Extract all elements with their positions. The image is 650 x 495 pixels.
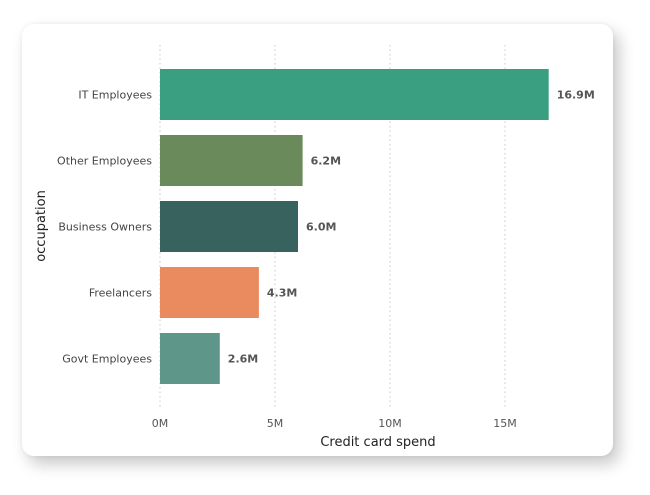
bar[interactable] — [160, 69, 549, 120]
x-tick-label: 10M — [378, 417, 402, 430]
y-axis-title: occupation — [34, 190, 49, 262]
category-label: Govt Employees — [62, 353, 152, 366]
x-tick-label: 0M — [152, 417, 169, 430]
x-tick-label: 15M — [493, 417, 517, 430]
bars — [160, 69, 549, 384]
data-label: 6.2M — [311, 155, 341, 168]
category-label: Business Owners — [58, 221, 152, 234]
category-label: IT Employees — [78, 89, 152, 102]
x-axis-title: Credit card spend — [320, 435, 435, 450]
category-label: Other Employees — [57, 155, 152, 168]
data-label: 6.0M — [306, 221, 336, 234]
data-label: 4.3M — [267, 287, 297, 300]
bar[interactable] — [160, 333, 220, 384]
data-label: 16.9M — [557, 89, 595, 102]
bar[interactable] — [160, 135, 303, 186]
category-labels: IT Employees Other Employees Business Owne… — [57, 89, 152, 366]
bar[interactable] — [160, 267, 259, 318]
data-labels: 16.9M 6.2M 6.0M 4.3M 2.6M — [228, 89, 595, 366]
bar[interactable] — [160, 201, 298, 252]
x-tick-label: 5M — [267, 417, 284, 430]
data-label: 2.6M — [228, 353, 258, 366]
category-label: Freelancers — [89, 287, 152, 300]
x-tick-labels: 0M 5M 10M 15M — [152, 417, 517, 430]
